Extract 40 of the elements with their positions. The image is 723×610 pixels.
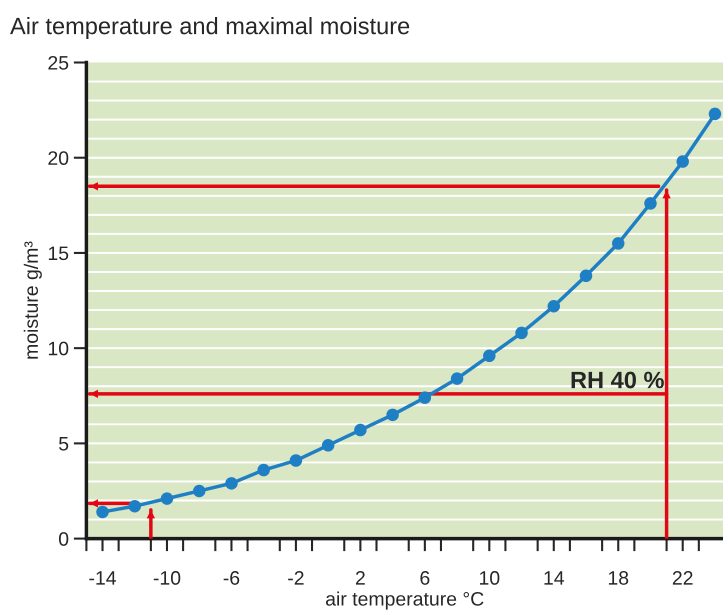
point bbox=[128, 500, 141, 512]
x-tick-label: 10 bbox=[480, 571, 500, 585]
point bbox=[386, 408, 399, 422]
x-tick-label: 18 bbox=[608, 571, 628, 585]
y-tick-label: 5 bbox=[59, 437, 68, 451]
chart-title: Air temperature and maximal moisture bbox=[10, 16, 410, 40]
point bbox=[483, 350, 496, 362]
point bbox=[612, 237, 624, 250]
x-tick-label: -6 bbox=[224, 571, 240, 585]
y-tick-label: 20 bbox=[48, 151, 68, 165]
point bbox=[580, 270, 592, 282]
point bbox=[548, 300, 560, 313]
point bbox=[257, 464, 270, 476]
y-tick-label: 25 bbox=[48, 56, 68, 70]
point bbox=[96, 506, 109, 518]
x-axis-title: air temperature °C bbox=[326, 591, 484, 610]
point bbox=[708, 108, 722, 120]
annotation: RH 40 % bbox=[572, 372, 664, 388]
point bbox=[290, 454, 302, 467]
point bbox=[450, 372, 464, 385]
point bbox=[354, 424, 367, 436]
x-tick-label: -14 bbox=[89, 571, 116, 585]
point bbox=[644, 197, 657, 210]
point bbox=[515, 326, 528, 340]
x-tick-label: 6 bbox=[420, 571, 430, 585]
x-tick-label: -2 bbox=[288, 571, 304, 585]
y-tick-label: 0 bbox=[58, 532, 68, 546]
point bbox=[418, 391, 432, 404]
point bbox=[322, 439, 334, 452]
x-tick-label: 22 bbox=[672, 571, 693, 585]
x-tick-label: 14 bbox=[544, 571, 564, 585]
y-tick-label: 10 bbox=[48, 342, 68, 356]
point bbox=[225, 477, 238, 490]
x-tick-label: 2 bbox=[356, 571, 365, 585]
point bbox=[676, 155, 689, 168]
point bbox=[192, 484, 206, 498]
x-tick-label: -10 bbox=[154, 571, 180, 585]
y-axis-title: moisture g/m³ bbox=[24, 242, 42, 359]
point bbox=[160, 492, 174, 505]
y-tick-label: 15 bbox=[48, 246, 68, 260]
